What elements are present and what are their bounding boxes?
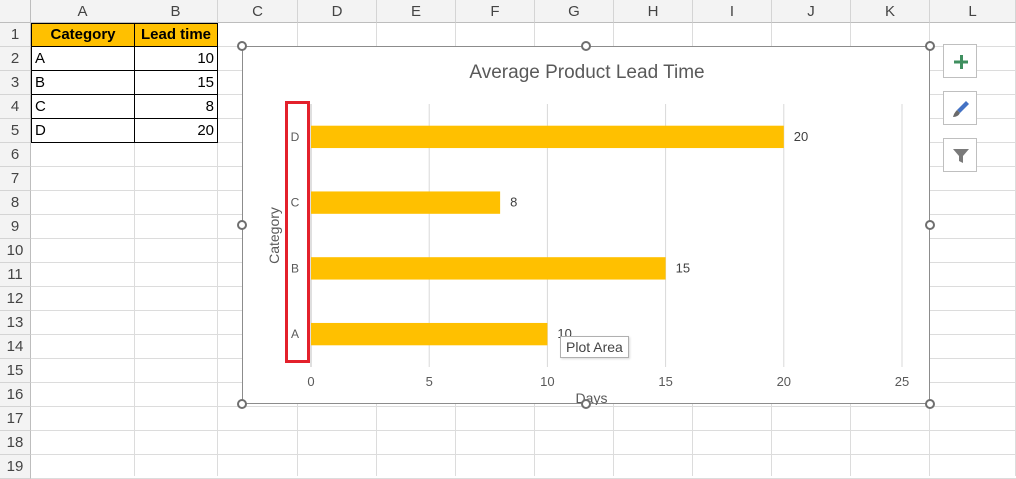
column-header-i[interactable]: I (693, 0, 772, 23)
gridline-vertical (134, 23, 135, 476)
column-header-k[interactable]: K (851, 0, 930, 23)
y-tick-label: B (291, 261, 299, 275)
row-header-9[interactable]: 9 (0, 215, 31, 239)
plus-icon (954, 55, 968, 69)
header-category[interactable]: Category (31, 23, 135, 47)
axis-highlight-box (285, 101, 310, 363)
column-header-d[interactable]: D (298, 0, 377, 23)
column-header-b[interactable]: B (134, 0, 218, 23)
plot-area-tooltip: Plot Area (560, 336, 629, 358)
cell-category[interactable]: B (31, 70, 135, 95)
gridline-horizontal (31, 406, 1016, 407)
x-tick-label: 20 (777, 374, 791, 389)
row-header-12[interactable]: 12 (0, 287, 31, 311)
row-header-17[interactable]: 17 (0, 407, 31, 431)
header-lead-time[interactable]: Lead time (134, 23, 218, 47)
row-header-19[interactable]: 19 (0, 455, 31, 479)
x-tick-label: 0 (307, 374, 314, 389)
cell-category[interactable]: A (31, 46, 135, 71)
row-header-13[interactable]: 13 (0, 311, 31, 335)
row-header-15[interactable]: 15 (0, 359, 31, 383)
gridline-horizontal (31, 454, 1016, 455)
cell-category[interactable]: D (31, 118, 135, 143)
resize-handle-top-center[interactable] (581, 41, 591, 51)
bar-c[interactable] (311, 191, 501, 214)
bar-a[interactable] (311, 322, 548, 346)
cell-lead-time[interactable]: 20 (134, 118, 218, 143)
x-tick-label: 5 (426, 374, 433, 389)
column-header-l[interactable]: L (930, 0, 1016, 23)
column-header-f[interactable]: F (456, 0, 535, 23)
y-tick-label: D (291, 130, 300, 144)
row-header-1[interactable]: 1 (0, 23, 31, 47)
gridline-vertical (217, 23, 218, 476)
row-header-7[interactable]: 7 (0, 167, 31, 191)
chart-title[interactable]: Average Product Lead Time (469, 62, 705, 83)
x-tick-label: 25 (895, 374, 909, 389)
chart-styles-button[interactable] (943, 91, 977, 125)
gridline-horizontal (31, 430, 1016, 431)
row-header-4[interactable]: 4 (0, 95, 31, 119)
data-label[interactable]: 8 (510, 195, 517, 210)
row-header-5[interactable]: 5 (0, 119, 31, 143)
row-header-3[interactable]: 3 (0, 71, 31, 95)
cell-lead-time[interactable]: 8 (134, 94, 218, 119)
row-header-10[interactable]: 10 (0, 239, 31, 263)
resize-handle-middle-right[interactable] (925, 220, 935, 230)
cell-lead-time[interactable]: 10 (134, 46, 218, 71)
resize-handle-middle-left[interactable] (237, 220, 247, 230)
row-header-14[interactable]: 14 (0, 335, 31, 359)
y-tick-label: C (291, 196, 300, 210)
chart-elements-button[interactable] (943, 44, 977, 78)
bar-d[interactable] (311, 125, 784, 149)
row-header-6[interactable]: 6 (0, 143, 31, 167)
resize-handle-top-left[interactable] (237, 41, 247, 51)
filter-icon (953, 149, 969, 163)
y-tick-label: A (291, 327, 299, 341)
column-header-g[interactable]: G (535, 0, 614, 23)
bar-b[interactable] (311, 257, 666, 280)
column-header-e[interactable]: E (377, 0, 456, 23)
column-header-a[interactable]: A (31, 0, 135, 23)
column-header-c[interactable]: C (218, 0, 298, 23)
column-header-j[interactable]: J (772, 0, 851, 23)
resize-handle-bottom-left[interactable] (237, 399, 247, 409)
data-label[interactable]: 20 (794, 129, 808, 144)
select-all-corner[interactable] (0, 0, 31, 23)
brush-icon (953, 101, 969, 117)
resize-handle-bottom-center[interactable] (581, 399, 591, 409)
row-header-18[interactable]: 18 (0, 431, 31, 455)
cell-lead-time[interactable]: 15 (134, 70, 218, 95)
resize-handle-bottom-right[interactable] (925, 399, 935, 409)
row-header-2[interactable]: 2 (0, 47, 31, 71)
row-header-8[interactable]: 8 (0, 191, 31, 215)
row-header-11[interactable]: 11 (0, 263, 31, 287)
chart-filters-button[interactable] (943, 138, 977, 172)
data-label[interactable]: 15 (676, 260, 690, 275)
resize-handle-top-right[interactable] (925, 41, 935, 51)
x-tick-label: 10 (540, 374, 554, 389)
cell-category[interactable]: C (31, 94, 135, 119)
column-header-h[interactable]: H (614, 0, 693, 23)
x-tick-label: 15 (658, 374, 672, 389)
row-header-16[interactable]: 16 (0, 383, 31, 407)
y-axis-title[interactable]: Category (266, 207, 282, 264)
